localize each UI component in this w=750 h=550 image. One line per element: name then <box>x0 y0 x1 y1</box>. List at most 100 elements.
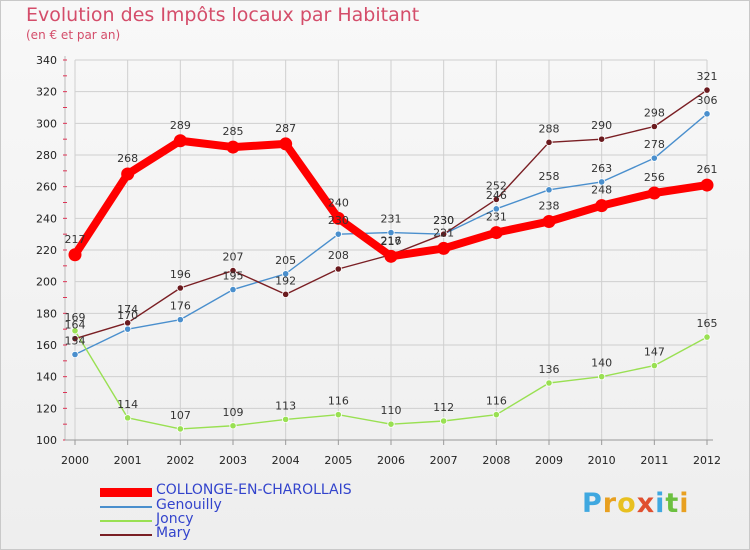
data-point <box>71 327 79 335</box>
data-point <box>598 178 606 186</box>
data-point <box>334 411 342 419</box>
data-label: 207 <box>223 251 244 264</box>
legend-label: Mary <box>156 525 191 541</box>
data-label: 170 <box>117 309 138 322</box>
data-label: 263 <box>591 162 612 175</box>
x-tick-label: 2007 <box>430 454 458 467</box>
data-label: 196 <box>170 268 191 281</box>
data-point <box>124 319 132 327</box>
data-point <box>703 86 711 94</box>
data-point <box>282 270 290 278</box>
y-tick-label: 100 <box>36 434 57 447</box>
data-label: 208 <box>328 249 349 262</box>
x-tick-label: 2010 <box>588 454 616 467</box>
data-label: 268 <box>117 152 138 165</box>
data-point <box>647 186 661 200</box>
data-point <box>68 248 82 262</box>
data-label: 258 <box>539 170 560 183</box>
x-tick-label: 2003 <box>219 454 247 467</box>
data-label: 306 <box>697 94 718 107</box>
data-point <box>176 284 184 292</box>
data-label: 221 <box>433 226 454 239</box>
y-tick-label: 220 <box>36 244 57 257</box>
data-label: 154 <box>65 335 86 348</box>
y-tick-label: 300 <box>36 117 57 130</box>
data-point <box>334 230 342 238</box>
data-label: 195 <box>223 270 244 283</box>
data-label: 140 <box>591 357 612 370</box>
data-point <box>229 266 237 275</box>
data-point <box>440 417 448 425</box>
data-label: 230 <box>328 214 349 227</box>
data-point <box>489 226 503 240</box>
x-tick-label: 2004 <box>272 454 300 467</box>
data-label: 298 <box>644 107 665 120</box>
x-tick-label: 2006 <box>377 454 405 467</box>
data-point <box>176 425 184 433</box>
x-tick-label: 2009 <box>535 454 563 467</box>
legend-swatch <box>100 506 152 508</box>
data-point <box>545 379 553 387</box>
data-label: 285 <box>223 125 244 138</box>
data-point <box>437 241 451 255</box>
data-point <box>492 195 500 203</box>
data-label: 114 <box>117 398 138 411</box>
data-point <box>176 316 184 324</box>
legend-swatch <box>100 534 152 536</box>
data-label: 256 <box>644 171 665 184</box>
data-label: 321 <box>697 70 718 83</box>
data-point <box>282 290 290 298</box>
x-tick-label: 2005 <box>324 454 352 467</box>
data-point <box>598 135 606 143</box>
y-tick-label: 120 <box>36 402 57 415</box>
legend-label: Joncy <box>156 511 194 527</box>
data-point <box>173 134 187 148</box>
data-point <box>650 361 658 370</box>
data-label: 136 <box>539 363 560 376</box>
data-label: 116 <box>328 395 349 408</box>
data-label: 290 <box>591 119 612 132</box>
data-label: 110 <box>381 404 402 417</box>
data-point <box>545 186 553 194</box>
data-label: 278 <box>644 138 665 151</box>
data-point <box>334 265 342 273</box>
data-label: 109 <box>223 406 244 419</box>
data-point <box>387 228 395 237</box>
data-label: 230 <box>433 214 454 227</box>
data-point <box>124 414 132 422</box>
chart-subtitle: (en € et par an) <box>26 28 121 42</box>
data-point <box>440 230 448 238</box>
data-point <box>595 199 609 213</box>
x-tick-label: 2011 <box>640 454 668 467</box>
data-point <box>703 333 711 341</box>
data-label: 261 <box>697 163 718 176</box>
data-label: 248 <box>591 184 612 197</box>
data-point <box>542 215 556 228</box>
data-label: 289 <box>170 119 191 132</box>
data-label: 238 <box>539 200 560 213</box>
data-point <box>545 138 553 146</box>
data-point <box>492 411 500 419</box>
data-point <box>331 211 345 225</box>
y-tick-label: 260 <box>36 181 57 194</box>
data-point <box>492 205 500 213</box>
data-label: 176 <box>170 300 191 313</box>
data-label: 246 <box>486 189 507 202</box>
data-point <box>279 137 293 151</box>
data-point <box>282 415 290 424</box>
x-tick-label: 2002 <box>166 454 194 467</box>
x-tick-label: 2012 <box>693 454 721 467</box>
data-label: 252 <box>486 179 507 192</box>
data-point <box>387 420 395 428</box>
data-point <box>650 154 658 162</box>
data-label: 165 <box>697 317 718 330</box>
y-tick-label: 200 <box>36 276 57 289</box>
data-point <box>229 422 237 430</box>
data-point <box>703 110 711 118</box>
data-label: 107 <box>170 409 191 422</box>
data-point <box>71 335 79 343</box>
data-label: 112 <box>433 401 454 414</box>
data-point <box>71 350 79 359</box>
data-point <box>229 285 237 294</box>
